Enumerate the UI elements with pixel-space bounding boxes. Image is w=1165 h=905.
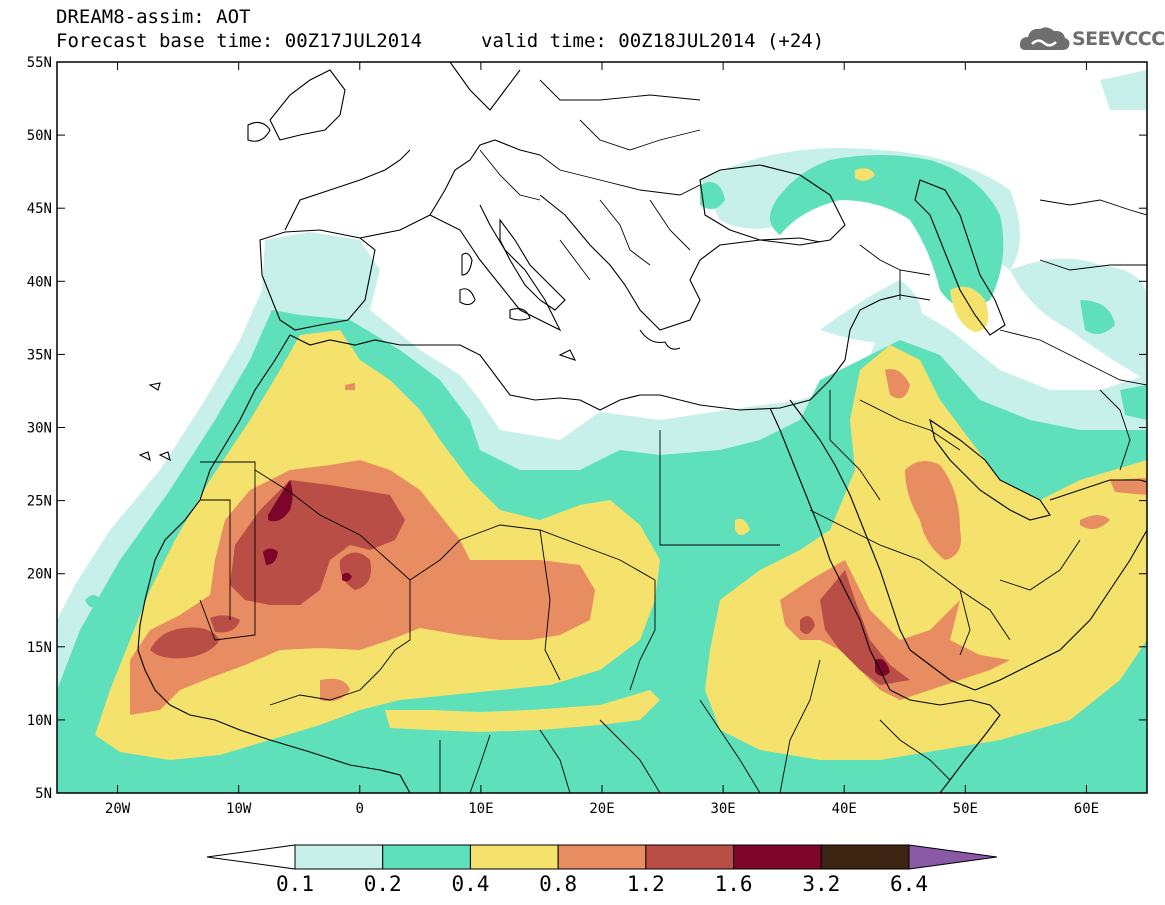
colorbar-label: 0.4 [451, 872, 489, 896]
lat-tick-label: 10N [27, 713, 52, 729]
colorbar-label: 3.2 [802, 872, 840, 896]
aot-level-1-6 [263, 480, 890, 676]
coastlines [137, 62, 1147, 793]
colorbar-swatch [382, 844, 471, 870]
latitude-axis: 5N 10N 15N 20N 25N 30N 35N 40N 45N 50N 55N [27, 55, 1147, 802]
colorbar-label: 6.4 [890, 872, 928, 896]
lon-tick-label: 10W [226, 801, 252, 817]
colorbar-label: 0.1 [276, 872, 314, 896]
longitude-axis: 20W 10W 0 10E 20E 30E 40E 50E 60E [105, 62, 1099, 817]
colorbar-swatch [294, 844, 384, 870]
forecast-time-line: Forecast base time: 00Z17JUL2014 valid ti… [56, 30, 824, 52]
colorbar-label: 1.6 [715, 872, 753, 896]
colorbar-label: 0.8 [539, 872, 577, 896]
lat-tick-label: 15N [27, 640, 52, 656]
colorbar-label: 1.2 [627, 872, 665, 896]
valid-time: valid time: 00Z18JUL2014 (+24) [481, 30, 825, 52]
base-time: Forecast base time: 00Z17JUL2014 [56, 30, 423, 52]
lat-tick-label: 20N [27, 567, 52, 583]
colorbar-swatch [733, 844, 822, 870]
aot-field [57, 62, 1147, 793]
colorbar-label: 0.2 [364, 872, 402, 896]
lon-tick-label: 20W [105, 801, 131, 817]
lon-tick-label: 60E [1074, 801, 1099, 817]
lat-tick-label: 35N [27, 347, 52, 363]
colorbar-min-arrow [206, 844, 296, 870]
lat-tick-label: 50N [27, 128, 52, 144]
lat-tick-label: 40N [27, 274, 52, 290]
lon-tick-label: 50E [953, 801, 978, 817]
lat-tick-label: 55N [27, 55, 52, 71]
lon-tick-label: 0 [356, 801, 364, 817]
colorbar-swatch [557, 844, 647, 870]
lat-tick-label: 5N [35, 786, 52, 802]
lon-tick-label: 40E [832, 801, 857, 817]
colorbar-max-arrow [908, 844, 998, 870]
logo-text: SEEVCCC [1072, 28, 1165, 50]
cloud-icon [1019, 27, 1070, 50]
lon-tick-label: 10E [468, 801, 493, 817]
seevccc-logo: SEEVCCC [1018, 24, 1165, 54]
lat-tick-label: 30N [27, 421, 52, 437]
lon-tick-label: 20E [589, 801, 614, 817]
lon-tick-label: 30E [710, 801, 735, 817]
map-title: DREAM8-assim: AOT [56, 6, 251, 28]
colorbar-swatch [820, 844, 910, 870]
colorbar: 0.1 0.2 0.4 0.8 1.2 1.6 3.2 6.4 [206, 844, 998, 896]
colorbar-swatch [469, 844, 559, 870]
borders [199, 79, 1147, 793]
lat-tick-label: 25N [27, 494, 52, 510]
colorbar-swatch [645, 844, 735, 870]
lat-tick-label: 45N [27, 201, 52, 217]
